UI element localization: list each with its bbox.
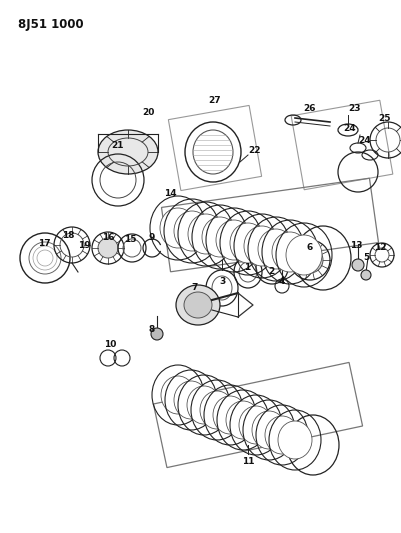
Ellipse shape: [184, 292, 211, 318]
Text: 21: 21: [111, 141, 124, 149]
Ellipse shape: [160, 376, 194, 414]
Text: 18: 18: [62, 230, 74, 239]
Ellipse shape: [296, 247, 322, 273]
Text: 5: 5: [362, 254, 368, 262]
Text: 12: 12: [373, 244, 385, 253]
Ellipse shape: [174, 211, 209, 251]
Text: 11: 11: [241, 457, 253, 466]
Text: 3: 3: [219, 278, 225, 287]
Text: 8: 8: [148, 326, 155, 335]
Text: 6: 6: [306, 244, 312, 253]
Ellipse shape: [188, 214, 223, 254]
Text: 20: 20: [142, 108, 154, 117]
Ellipse shape: [229, 223, 265, 263]
Text: 1: 1: [243, 263, 249, 272]
Ellipse shape: [186, 386, 221, 424]
Text: 15: 15: [124, 236, 136, 245]
Text: 7: 7: [191, 284, 198, 293]
Text: 19: 19: [77, 240, 90, 249]
Ellipse shape: [176, 285, 219, 325]
Ellipse shape: [239, 406, 272, 444]
Text: 24: 24: [358, 135, 371, 144]
Text: 2: 2: [267, 268, 273, 277]
Text: 27: 27: [208, 95, 221, 104]
Ellipse shape: [225, 401, 259, 439]
Ellipse shape: [360, 270, 370, 280]
Text: 22: 22: [248, 146, 261, 155]
Ellipse shape: [243, 226, 279, 266]
Ellipse shape: [98, 130, 158, 174]
Ellipse shape: [174, 381, 207, 419]
Ellipse shape: [201, 217, 237, 257]
Text: 10: 10: [103, 341, 116, 350]
Text: 23: 23: [348, 103, 360, 112]
Ellipse shape: [98, 238, 118, 258]
Ellipse shape: [277, 421, 311, 459]
Text: 17: 17: [38, 238, 50, 247]
Ellipse shape: [151, 328, 162, 340]
Text: 8J51 1000: 8J51 1000: [18, 18, 83, 31]
Text: 14: 14: [163, 189, 176, 198]
Text: 25: 25: [378, 114, 390, 123]
Text: 4: 4: [278, 278, 284, 287]
Text: 9: 9: [148, 233, 155, 243]
Ellipse shape: [215, 220, 251, 260]
Ellipse shape: [213, 396, 246, 434]
Ellipse shape: [351, 259, 363, 271]
Text: 26: 26: [303, 103, 316, 112]
Ellipse shape: [285, 235, 321, 275]
Text: 16: 16: [101, 232, 114, 241]
Ellipse shape: [200, 391, 233, 429]
Ellipse shape: [264, 416, 298, 454]
Ellipse shape: [271, 232, 307, 272]
Ellipse shape: [251, 411, 285, 449]
Ellipse shape: [257, 229, 293, 269]
Text: 13: 13: [349, 240, 361, 249]
Ellipse shape: [160, 208, 196, 248]
Text: 24: 24: [343, 124, 355, 133]
